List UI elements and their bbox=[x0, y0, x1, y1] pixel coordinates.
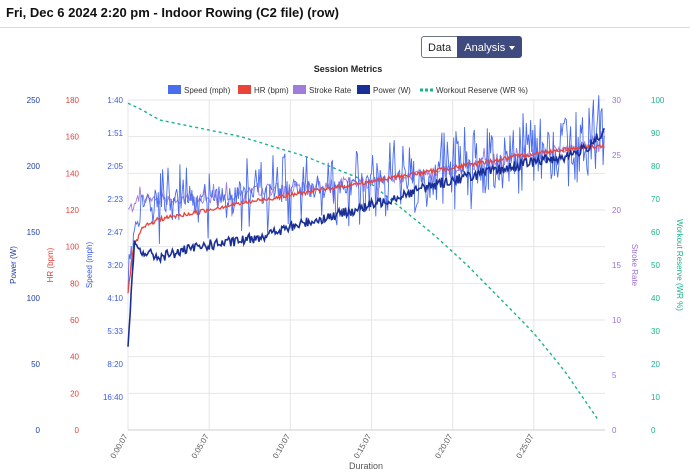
x-tick-label-0: 0:00:07 bbox=[109, 432, 130, 460]
speed-tick-label-2: 5:33 bbox=[107, 327, 123, 336]
wr-tick-label-6: 60 bbox=[651, 228, 660, 237]
spm-tick-label-4: 20 bbox=[612, 206, 621, 215]
wr-tick-label-8: 80 bbox=[651, 162, 660, 171]
series-hr bbox=[127, 143, 605, 294]
wr-tick-label-10: 100 bbox=[651, 96, 665, 105]
wr-tick-label-0: 0 bbox=[651, 426, 656, 435]
speed-tick-label-6: 2:23 bbox=[107, 195, 123, 204]
series-wr bbox=[127, 102, 600, 422]
speed-tick-label-0: 16:40 bbox=[103, 393, 124, 402]
analysis-dropdown-button[interactable]: Analysis bbox=[457, 36, 523, 58]
speed-tick-label-3: 4:10 bbox=[107, 294, 123, 303]
hr-tick-label-0: 0 bbox=[75, 426, 80, 435]
series-power bbox=[127, 127, 605, 347]
spm-tick-label-1: 5 bbox=[612, 371, 617, 380]
power-tick-label-5: 250 bbox=[27, 96, 41, 105]
data-button[interactable]: Data bbox=[421, 36, 458, 58]
chevron-down-icon bbox=[509, 46, 516, 51]
x-tick-label-1: 0:05:07 bbox=[190, 432, 211, 460]
hr-tick-label-3: 60 bbox=[70, 316, 79, 325]
wr-tick-label-2: 20 bbox=[651, 360, 660, 369]
hr-tick-label-2: 40 bbox=[70, 353, 79, 362]
wr-tick-label-1: 10 bbox=[651, 393, 660, 402]
spm-tick-label-0: 0 bbox=[612, 426, 617, 435]
hr-tick-label-5: 100 bbox=[66, 243, 80, 252]
view-toggle-group: Data Analysis bbox=[421, 36, 523, 58]
speed-tick-label-9: 1:40 bbox=[107, 96, 123, 105]
power-tick-label-4: 200 bbox=[27, 162, 41, 171]
hr-tick-label-9: 180 bbox=[66, 96, 80, 105]
hr-tick-label-8: 160 bbox=[66, 133, 80, 142]
wr-tick-label-5: 50 bbox=[651, 261, 660, 270]
wr-tick-label-4: 40 bbox=[651, 294, 660, 303]
x-axis: 0:00:07 0:05:07 0:10:07 0:15:07 0:20:07 0:25:… bbox=[109, 429, 605, 460]
chart-series bbox=[127, 95, 605, 422]
x-tick-label-4: 0:20:07 bbox=[433, 432, 454, 460]
power-axis-label: Power (W) bbox=[9, 246, 18, 284]
speed-axis-label: Speed (mph) bbox=[85, 242, 94, 289]
legend-swatch-1 bbox=[238, 85, 251, 94]
spm-tick-label-6: 30 bbox=[612, 96, 621, 105]
hr-tick-label-4: 80 bbox=[70, 279, 79, 288]
legend-label-1[interactable]: HR (bpm) bbox=[254, 86, 289, 95]
wr-tick-label-7: 70 bbox=[651, 195, 660, 204]
wr-tick-label-9: 90 bbox=[651, 129, 660, 138]
page-title: Fri, Dec 6 2024 2:20 pm - Indoor Rowing … bbox=[6, 5, 339, 20]
series-speed bbox=[127, 95, 605, 291]
legend-label-2[interactable]: Stroke Rate bbox=[309, 86, 352, 95]
power-tick-label-1: 50 bbox=[31, 360, 40, 369]
power-tick-label-0: 0 bbox=[36, 426, 41, 435]
legend-swatch-2 bbox=[293, 85, 306, 94]
spm-tick-label-5: 25 bbox=[612, 151, 621, 160]
power-tick-label-3: 150 bbox=[27, 228, 41, 237]
spm-tick-label-2: 10 bbox=[612, 316, 621, 325]
chart-legend: Speed (mph) HR (bpm) Stroke Rate Power (W) W… bbox=[168, 85, 528, 95]
x-tick-label-2: 0:10:07 bbox=[271, 432, 292, 460]
legend-label-4[interactable]: Workout Reserve (WR %) bbox=[436, 86, 528, 95]
hr-tick-label-1: 20 bbox=[70, 389, 79, 398]
speed-tick-label-8: 1:51 bbox=[107, 129, 123, 138]
speed-tick-label-1: 8:20 bbox=[107, 360, 123, 369]
speed-tick-label-5: 2:47 bbox=[107, 228, 123, 237]
spm-axis-label: Stroke Rate bbox=[630, 244, 639, 287]
analysis-button-label: Analysis bbox=[464, 42, 506, 54]
power-tick-label-2: 100 bbox=[27, 294, 41, 303]
hr-tick-label-7: 140 bbox=[66, 169, 80, 178]
speed-tick-label-4: 3:20 bbox=[107, 261, 123, 270]
legend-label-0[interactable]: Speed (mph) bbox=[184, 86, 231, 95]
x-tick-label-3: 0:15:07 bbox=[352, 432, 373, 460]
wr-axis-label: Workout Reserve (WR %) bbox=[675, 219, 684, 311]
wr-tick-label-3: 30 bbox=[651, 327, 660, 336]
chart-title: Session Metrics bbox=[314, 64, 383, 74]
spm-tick-label-3: 15 bbox=[612, 261, 621, 270]
hr-axis-label: HR (bpm) bbox=[46, 247, 55, 282]
hr-tick-label-6: 120 bbox=[66, 206, 80, 215]
x-tick-label-5: 0:25:07 bbox=[514, 432, 535, 460]
x-axis-label: Duration bbox=[349, 461, 383, 471]
legend-label-3[interactable]: Power (W) bbox=[373, 86, 411, 95]
speed-tick-label-7: 2:05 bbox=[107, 162, 123, 171]
legend-swatch-0 bbox=[168, 85, 181, 94]
legend-swatch-3 bbox=[357, 85, 370, 94]
header-divider bbox=[0, 27, 690, 28]
